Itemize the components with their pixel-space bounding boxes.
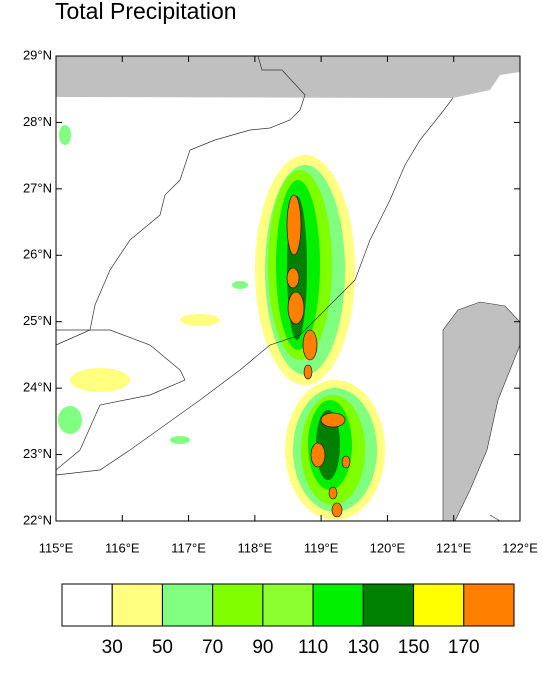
colorbar: 30 50 70 90 110 130 150 170 — [61, 583, 515, 658]
y-tick-label: 22°N — [23, 512, 52, 527]
y-tick-label: 26°N — [23, 247, 52, 262]
colorbar-label: 30 — [102, 637, 123, 658]
plot-area — [55, 55, 521, 522]
colorbar-label: 50 — [152, 637, 173, 658]
x-tick-label: 117°E — [171, 540, 206, 555]
precipitation — [58, 125, 385, 520]
colorbar-box — [262, 583, 314, 627]
precip-170 — [286, 194, 351, 518]
colorbar-label: 110 — [298, 637, 328, 658]
y-tick-label: 24°N — [23, 380, 52, 395]
x-tick-label: 121°E — [436, 540, 472, 555]
axes: 115°E 116°E 117°E 118°E 119°E 120°E 121°E 122°E… — [23, 47, 538, 555]
colorbar-label: 90 — [252, 637, 273, 658]
colorbar-box — [212, 583, 264, 627]
colorbar-box — [362, 583, 415, 627]
colorbar-label: 150 — [398, 637, 430, 658]
boundaries — [55, 55, 501, 522]
map-title: Total Precipitation — [55, 0, 237, 24]
x-tick-label: 116°E — [105, 540, 140, 555]
x-tick-label: 115°E — [39, 540, 74, 555]
colorbar-box — [463, 583, 515, 627]
colorbar-box — [312, 583, 364, 627]
colorbar-label: 70 — [202, 637, 223, 658]
x-tick-label: 120°E — [370, 540, 406, 555]
x-tick-label: 118°E — [238, 540, 273, 555]
x-tick-label: 122°E — [502, 540, 538, 555]
colorbar-box — [61, 583, 113, 627]
y-tick-label: 28°N — [23, 114, 52, 129]
colorbar-box — [413, 583, 465, 627]
colorbar-label: 130 — [347, 637, 379, 658]
colorbar-label: 170 — [448, 637, 480, 658]
y-tick-label: 27°N — [23, 180, 52, 195]
colorbar-box — [111, 583, 163, 627]
y-tick-label: 23°N — [23, 446, 52, 461]
colorbar-box — [161, 583, 214, 627]
plot-frame — [55, 55, 521, 522]
y-tick-label: 29°N — [23, 47, 52, 62]
x-tick-label: 119°E — [304, 540, 339, 555]
y-tick-label: 25°N — [23, 313, 52, 328]
